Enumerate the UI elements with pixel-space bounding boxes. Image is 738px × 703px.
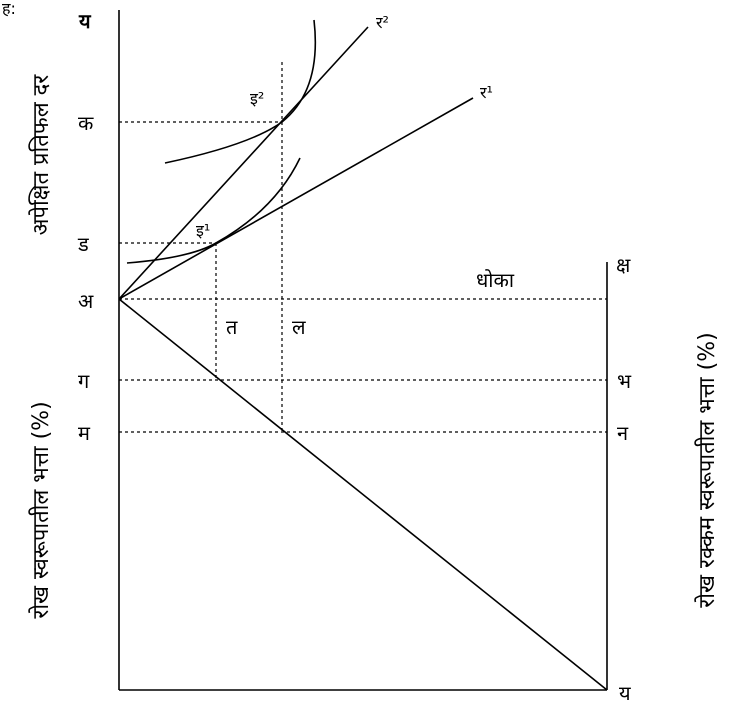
vertical-label-left-bottom: रोख स्वरूपातील भत्ता (%): [28, 401, 54, 618]
label-kshe: क्ष: [616, 253, 631, 277]
label-r2: र²: [376, 13, 389, 32]
corner-mark: ह:: [2, 0, 16, 18]
label-a: अ: [78, 289, 94, 313]
label-t: त: [226, 315, 238, 339]
line-r1: [118, 97, 474, 300]
axis-top-label: य: [78, 9, 92, 33]
diagonal-line: [118, 298, 608, 691]
indifference-curve-2: [164, 19, 317, 164]
label-risk: धोका: [476, 268, 515, 292]
label-g: ग: [78, 369, 90, 393]
axis-bottom-right-label: य: [619, 681, 631, 703]
label-k: क: [78, 111, 94, 135]
label-n: न: [617, 421, 629, 445]
label-r1: र¹: [480, 83, 493, 102]
label-i1: इ¹: [196, 221, 210, 240]
label-d: ड: [77, 232, 89, 256]
vertical-label-left-top: अपेक्षित प्रतिफल दर: [28, 74, 54, 236]
label-bh: भ: [617, 369, 632, 393]
vertical-label-right: रोख रक्कम स्वरूपातील भत्ता (%): [694, 332, 720, 607]
label-l: ल: [292, 315, 306, 339]
label-m: म: [78, 421, 91, 445]
line-r2: [118, 26, 369, 300]
label-i2: इ²: [250, 89, 264, 108]
indifference-curve-1: [126, 157, 301, 264]
